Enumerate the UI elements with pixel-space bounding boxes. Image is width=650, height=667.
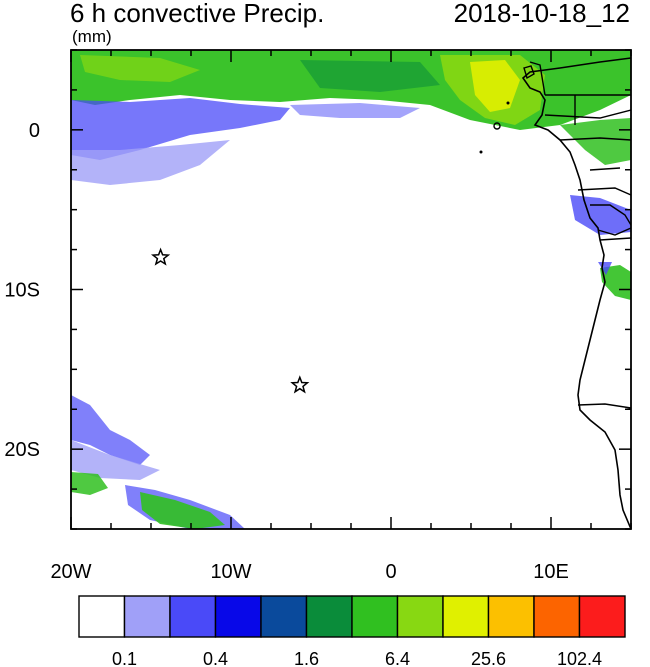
colorbar-swatch [260, 595, 308, 638]
cell-gabon [560, 118, 631, 165]
drizzle-west [71, 98, 290, 160]
colorbar-swatch [487, 595, 535, 638]
precip-field [71, 50, 631, 529]
cell-angola [600, 265, 631, 300]
colorbar-swatch [578, 595, 626, 638]
country-borders [529, 61, 631, 409]
star-marker-south [290, 375, 310, 394]
station-markers [150, 247, 310, 394]
rain-band-mid [300, 60, 440, 92]
colorbar-swatch [78, 595, 126, 638]
colorbar-label: 102.4 [557, 649, 602, 667]
africa-coastline [521, 57, 631, 529]
colorbar-boxes [78, 595, 626, 638]
units-label: (mm) [72, 27, 112, 46]
axis-ticks [70, 49, 632, 530]
colorbar-label: 0.4 [203, 649, 228, 667]
drizzle-west-light [71, 140, 230, 185]
colorbar-labels: 0.1 0.4 1.6 6.4 25.6 102.4 [112, 649, 602, 667]
cell-southwest-blue [71, 395, 150, 465]
valid-datetime: 2018-10-18_12 [453, 0, 630, 28]
colorbar-label: 25.6 [471, 649, 506, 667]
colorbar-swatch [396, 595, 444, 638]
cell-angola-edge [598, 262, 612, 275]
rain-band-peak [470, 60, 520, 112]
sao-tome-island [493, 122, 501, 130]
colorbar-label: 0.1 [112, 649, 137, 667]
x-tick-label: 10E [533, 561, 569, 583]
x-tick-label: 10W [210, 561, 251, 583]
annobon-island [479, 150, 483, 154]
y-tick-label: 0 [29, 120, 40, 142]
colorbar-swatch [533, 595, 581, 638]
cell-southwest-light [71, 440, 160, 480]
x-tick-label: 0 [385, 561, 396, 583]
x-tick-label: 20W [50, 561, 91, 583]
rain-band-north-west [80, 55, 200, 82]
principe-island [506, 101, 510, 105]
y-axis-labels: 0 10S 20S [4, 120, 40, 461]
x-axis-labels: 20W 10W 0 10E [50, 561, 568, 583]
drizzle-central [290, 103, 420, 118]
colorbar-swatch [214, 595, 262, 638]
cell-south-green [140, 492, 225, 529]
y-tick-label: 20S [4, 439, 40, 461]
colorbar-swatch [305, 595, 353, 638]
star-marker-north [150, 247, 171, 266]
colorbar-swatch [123, 595, 171, 638]
y-tick-label: 10S [4, 280, 40, 302]
cell-southwest-green [71, 472, 108, 495]
colorbar-swatch [442, 595, 490, 638]
colorbar-label: 6.4 [385, 649, 410, 667]
colorbar-label: 1.6 [294, 649, 319, 667]
colorbar-swatch [351, 595, 399, 638]
colorbar-swatch [169, 595, 217, 638]
bioko-island [523, 65, 535, 80]
plot-title: 6 h convective Precip. [70, 0, 325, 28]
